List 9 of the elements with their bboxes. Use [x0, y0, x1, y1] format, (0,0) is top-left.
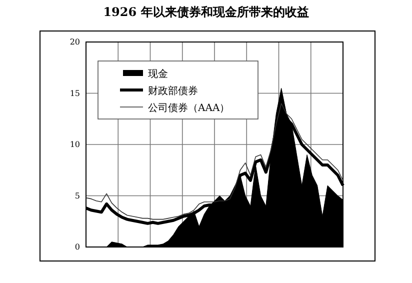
legend-label: 财政部债券 — [148, 85, 198, 97]
y-tick-label: 5 — [74, 191, 80, 200]
y-tick-label: 0 — [74, 242, 80, 252]
y-tick-label: 15 — [70, 88, 80, 98]
chart-title: 1926 年以来债券和现金所带来的收益 — [103, 5, 309, 19]
legend-label: 现金 — [148, 68, 168, 80]
y-tick-label: 20 — [70, 38, 80, 47]
y-tick-label: 10 — [70, 140, 80, 150]
legend-label: 公司债券（AAA） — [148, 102, 230, 114]
